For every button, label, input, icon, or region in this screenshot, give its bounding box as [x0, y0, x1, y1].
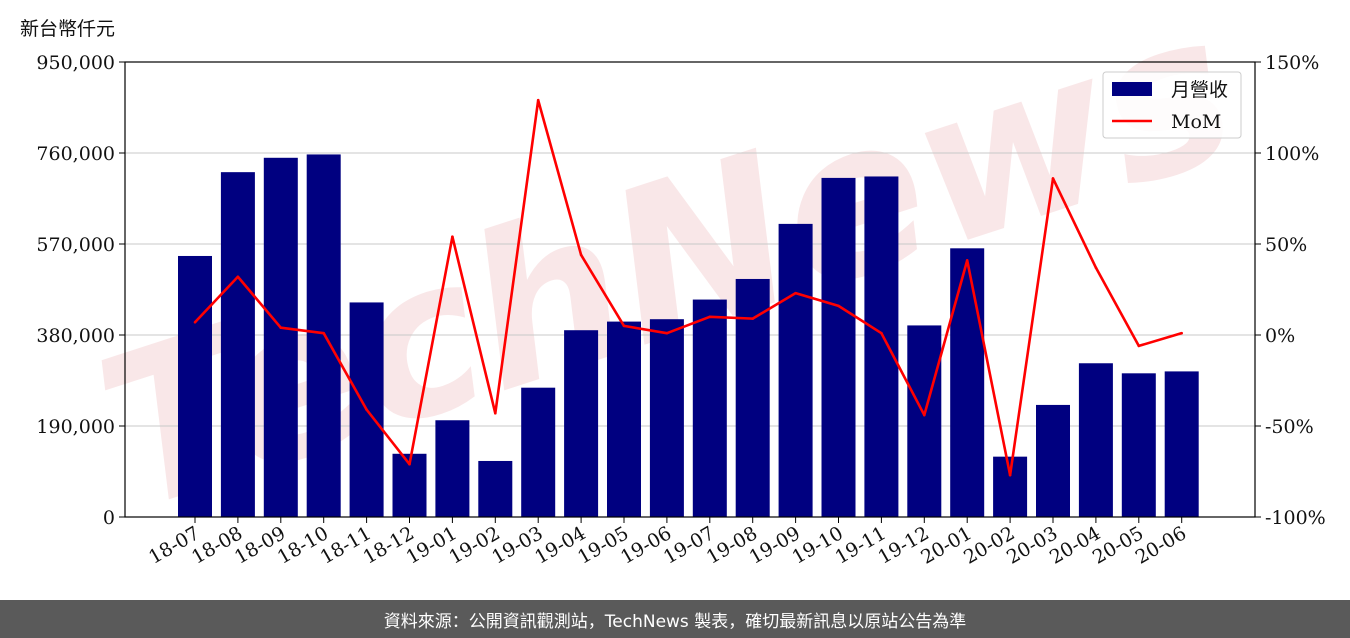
mom-point — [923, 413, 926, 417]
revenue-bar — [864, 176, 899, 517]
revenue-bar — [950, 248, 985, 517]
mom-point — [1180, 331, 1183, 335]
mom-point — [965, 259, 969, 262]
mom-point — [665, 331, 669, 335]
right-tick-label: 50% — [1265, 234, 1307, 256]
mom-point — [751, 317, 754, 320]
mom-point — [794, 291, 797, 295]
mom-point — [708, 315, 712, 319]
legend-swatch-revenue — [1112, 82, 1152, 96]
mom-point — [494, 411, 497, 415]
revenue-bar — [178, 255, 212, 517]
revenue-bar — [821, 177, 856, 517]
plot-frame — [124, 61, 1256, 518]
revenue-bar — [564, 330, 599, 517]
left-tick-label: 760,000 — [36, 143, 115, 165]
right-tick-label: -100% — [1265, 507, 1326, 529]
left-tick-label: 570,000 — [36, 234, 115, 256]
mom-point — [622, 324, 626, 328]
legend-label-revenue: 月營收 — [1171, 79, 1228, 101]
revenue-bar — [263, 157, 298, 517]
mom-point — [365, 408, 368, 411]
mom-point — [880, 331, 883, 335]
right-tick-label: 100% — [1265, 143, 1319, 165]
revenue-bar — [607, 321, 641, 517]
mom-line — [194, 98, 1183, 477]
revenue-bar — [692, 299, 727, 517]
mom-point — [579, 253, 583, 257]
revenue-bar — [993, 456, 1028, 517]
right-tick-label: -50% — [1265, 416, 1314, 438]
revenue-bar — [521, 387, 556, 517]
mom-point — [408, 462, 411, 466]
mom-point — [1008, 473, 1012, 477]
revenue-bar — [735, 278, 770, 517]
left-tick-label: 0 — [103, 507, 115, 529]
mom-point — [236, 275, 240, 279]
revenue-bar — [1164, 371, 1199, 517]
monthly-revenue-chart: TechNews0190,000380,000570,000760,000950… — [36, 0, 1326, 569]
revenue-bar — [1078, 363, 1113, 517]
mom-point — [279, 326, 283, 330]
x-tick-label: 20-06 — [1132, 522, 1190, 568]
right-tick-label: 0% — [1265, 325, 1295, 347]
revenue-bar — [220, 172, 255, 517]
left-tick-label: 950,000 — [36, 52, 115, 74]
revenue-bar — [1121, 373, 1156, 517]
revenue-bar — [478, 460, 513, 517]
source-footer: 資料來源：公開資訊觀測站，TechNews 製表，確切最新訊息以原站公告為準 — [0, 600, 1350, 638]
mom-point — [837, 304, 840, 308]
revenue-bar — [778, 223, 813, 517]
mom-point — [451, 235, 454, 239]
mom-point — [1051, 177, 1055, 180]
mom-point — [536, 98, 540, 102]
y-axis-unit-label: 新台幣仟元 — [20, 18, 116, 40]
left-tick-label: 190,000 — [36, 416, 115, 438]
legend-label-mom: MoM — [1171, 111, 1221, 133]
mom-point — [193, 320, 197, 324]
revenue-bar — [649, 319, 684, 517]
right-tick-label: 150% — [1265, 52, 1319, 74]
left-tick-label: 380,000 — [36, 325, 115, 347]
mom-point — [1137, 344, 1141, 348]
revenue-bar — [907, 325, 942, 517]
revenue-bar — [1036, 404, 1070, 517]
mom-point — [322, 331, 326, 335]
mom-point — [1094, 266, 1098, 269]
revenue-bar — [435, 420, 470, 517]
